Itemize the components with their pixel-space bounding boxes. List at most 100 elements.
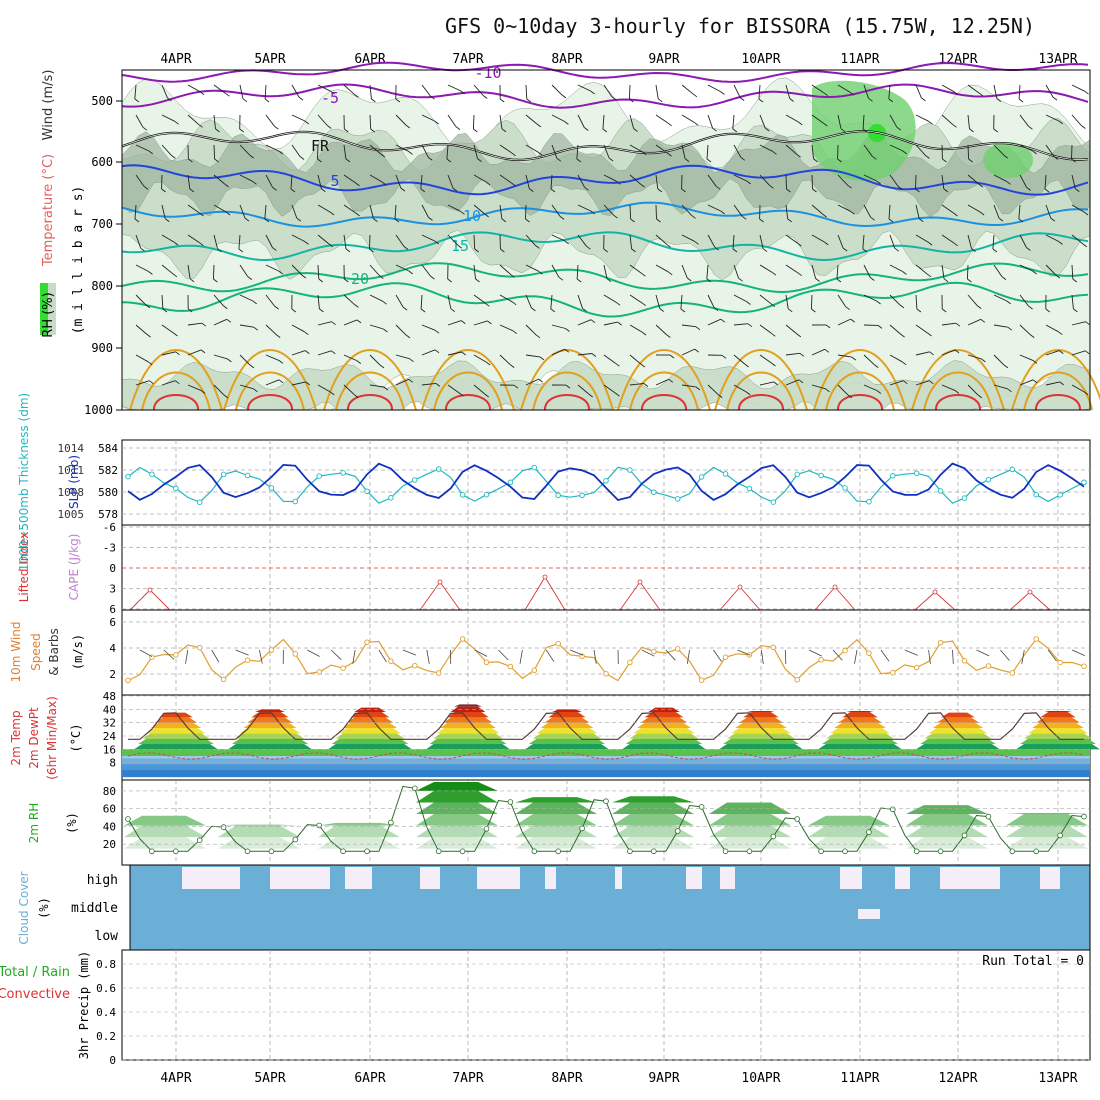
wind-barb-flag xyxy=(146,333,151,338)
wind-barb xyxy=(551,144,558,159)
wind-barb-flag xyxy=(1075,188,1080,192)
wind10-speed-line-point xyxy=(125,677,131,684)
wind-barb xyxy=(369,354,381,366)
wind-barb-flag xyxy=(531,307,536,312)
wind-barb-flag xyxy=(331,321,336,326)
wind-barb xyxy=(238,234,241,250)
wind-barb-flag xyxy=(409,358,414,363)
cape-tick-label: 6 xyxy=(109,603,116,616)
wind-barb-flag xyxy=(666,243,671,248)
wind-barb xyxy=(369,324,384,330)
bottom-date-tick: 7APR xyxy=(452,1071,483,1086)
wind-barb xyxy=(395,144,409,152)
wind-barb xyxy=(655,234,667,245)
thickness-line-point xyxy=(842,485,848,491)
wind-barb xyxy=(941,84,955,93)
wind-barb xyxy=(473,144,478,159)
wind-barb-flag xyxy=(773,381,778,386)
wind-barb xyxy=(525,294,532,309)
wind-barb-flag xyxy=(200,349,206,354)
wind-barb-flag xyxy=(615,392,620,397)
wind-barb xyxy=(863,384,878,391)
rh2m-fill-layer xyxy=(416,802,498,814)
wind-barb xyxy=(446,144,449,160)
wind-barb xyxy=(1071,234,1084,245)
wind-barb-flag xyxy=(383,386,389,391)
wind-barb xyxy=(239,84,244,99)
wind-barb-flag xyxy=(473,128,478,133)
wind-barb xyxy=(421,114,435,122)
wind10-speed-line-point xyxy=(196,644,203,651)
thickness-line-point xyxy=(985,476,992,483)
wind-barb-flag xyxy=(327,125,332,129)
wind10-panel: 6 4 2 xyxy=(109,609,1091,696)
wind-barb-flag xyxy=(1029,334,1035,338)
wind10-speed-line-point xyxy=(507,663,514,670)
wind-barb xyxy=(395,294,404,308)
wind-barb-flag xyxy=(345,158,351,163)
rh2m-point xyxy=(507,799,514,805)
wind-barb xyxy=(837,294,847,307)
wind-barb xyxy=(993,84,998,99)
wind-barb xyxy=(629,294,642,304)
thickness-line-point xyxy=(746,485,753,492)
wind-barb-flag xyxy=(188,158,193,163)
wind-barb xyxy=(187,349,202,356)
wind-barb xyxy=(161,144,172,156)
wind-barb-flag xyxy=(457,244,462,249)
wind-barb-flag xyxy=(739,97,745,101)
wind-barb xyxy=(187,204,200,214)
wind-barb xyxy=(239,174,253,182)
wind-barb xyxy=(602,114,605,130)
rh2m-point xyxy=(364,848,370,855)
precip-tick-label: 0.4 xyxy=(96,1006,116,1019)
wind-barb-flag xyxy=(759,218,764,223)
wind-barb-flag xyxy=(979,211,985,216)
wind-barb xyxy=(369,174,383,183)
slp-panel: 584 582 580 578 1014 1011 1008 1005 xyxy=(58,439,1091,526)
wind-barb-flag xyxy=(603,248,608,253)
wind-barb xyxy=(603,84,613,97)
boundary-isotherm xyxy=(223,349,317,411)
wind10-speed-line-point xyxy=(866,650,872,656)
rh2m-fill-layer xyxy=(612,802,694,814)
wind-barb-flag xyxy=(189,278,195,283)
wind10-barb xyxy=(330,649,342,660)
temp-fill-layer xyxy=(540,722,594,728)
wind-barb xyxy=(395,354,410,360)
wind-barb-flag xyxy=(641,151,647,156)
wind-barb xyxy=(915,380,930,386)
wind-barb xyxy=(577,353,592,356)
wind-barb-flag xyxy=(943,278,949,283)
rh2m-point xyxy=(196,837,203,843)
wind-barb-flag xyxy=(564,348,570,353)
wind-barb xyxy=(837,354,852,358)
wind-barb-flag xyxy=(899,304,905,309)
isotherm-line xyxy=(121,61,1089,83)
wind-barb xyxy=(759,324,772,334)
rh2m-point xyxy=(889,806,896,813)
wind-barb-flag xyxy=(214,158,219,163)
wind-barb xyxy=(369,84,372,99)
thickness-line-point xyxy=(220,471,227,478)
wind-barb-flag xyxy=(1071,158,1076,163)
wind-barb xyxy=(265,354,280,361)
wind10-barb xyxy=(378,649,387,663)
wind-barb xyxy=(447,384,460,394)
wind10-barb xyxy=(928,649,931,664)
wind-barb xyxy=(265,264,279,272)
wind-barb xyxy=(967,144,970,160)
wind10-speed-line-point xyxy=(292,651,299,657)
cloud-unit: (%) xyxy=(37,897,51,919)
wind-barb-flag xyxy=(511,182,516,187)
wind-barb xyxy=(811,84,824,94)
wind-barb-flag xyxy=(903,380,908,385)
wind-barb xyxy=(837,384,849,396)
wind-barb-flag xyxy=(510,273,515,278)
wind-barb-flag xyxy=(836,278,842,283)
wind-barb xyxy=(473,320,488,326)
wind-barb-flag xyxy=(134,98,140,103)
wind-barb xyxy=(629,114,635,129)
wind-barb-flag xyxy=(1045,308,1051,313)
wind-barb-flag xyxy=(147,361,153,366)
